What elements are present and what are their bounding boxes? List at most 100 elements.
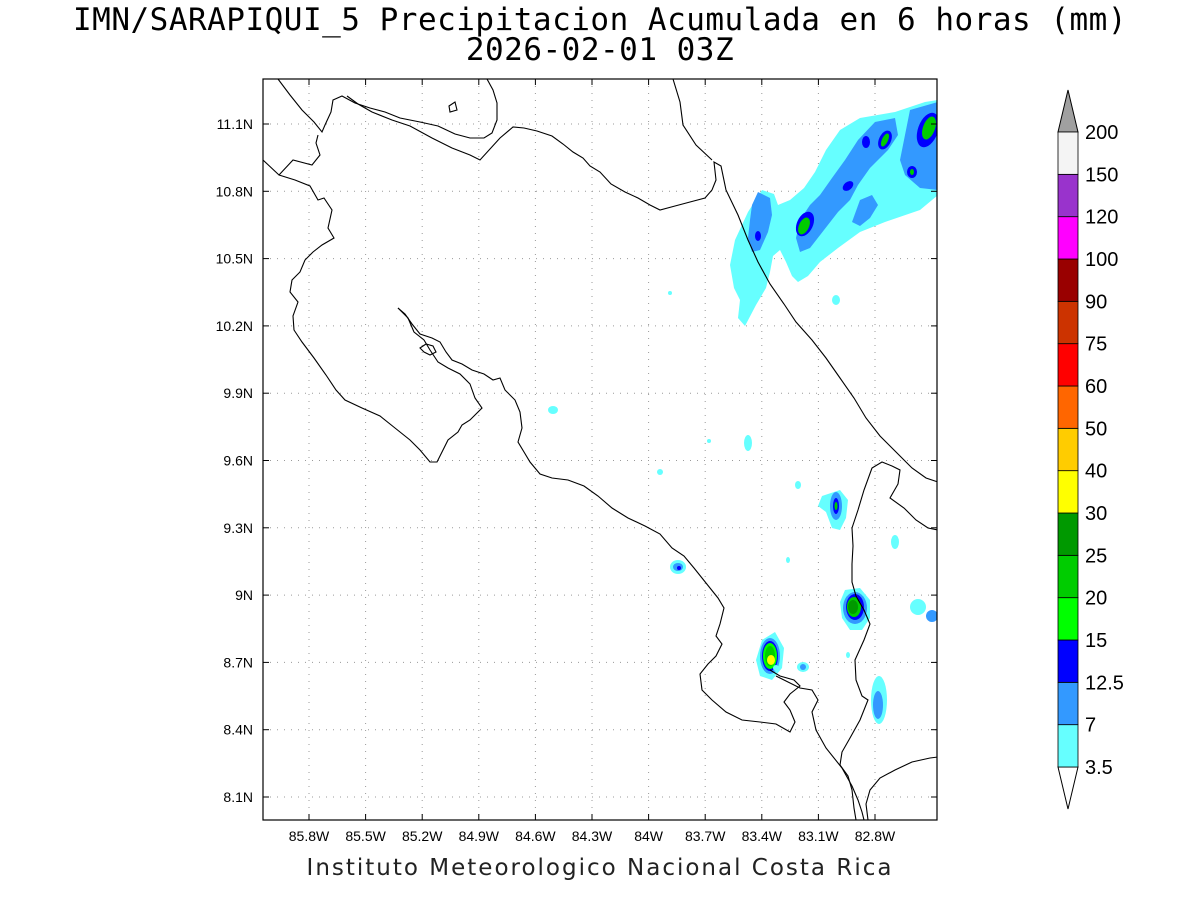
colorbar-level-label: 60 [1085,376,1107,398]
map-title: IMN/SARAPIQUI_5 Precipitacion Acumulada … [73,2,1127,38]
lon-tick-label: 84.6W [515,828,556,844]
precip-cell-20 [834,502,838,510]
precip-cell-3.5 [786,557,790,563]
precip-cell-20 [880,133,890,147]
footer-credit: Instituto Meteorologico Nacional Costa R… [306,855,894,881]
precip-cell-7 [873,691,883,719]
precip-cell-3.5 [548,406,558,414]
lat-tick-label: 9N [235,587,253,603]
colorbar-swatch [1057,173,1079,218]
colorbar-level-label: 50 [1085,418,1107,440]
colorbar-level-label: 25 [1085,545,1107,567]
map-gridlines [263,79,937,820]
coastlines-borders [263,79,937,820]
precip-cell-25 [848,600,858,614]
precip-cell-12.5 [842,181,854,191]
lon-tick-label: 83.4W [742,828,783,844]
precip-cell-7 [748,192,772,252]
lat-tick-label: 10.8N [216,183,253,199]
border-nicaragua [346,95,727,211]
colorbar-level-label: 200 [1085,122,1118,144]
lat-tick-label: 8.1N [223,789,253,805]
lon-tick-label: 83.7W [685,828,726,844]
colorbar-level-label: 30 [1085,503,1107,525]
map-subtitle-date: 2026-02-01 03Z [465,32,735,68]
precip-cell-12.5 [677,566,681,570]
caribbean-coast [725,189,937,483]
pacific-coast-guanacaste [263,134,483,463]
lat-tick-label: 8.7N [223,654,253,670]
colorbar-swatch [1057,343,1079,387]
colorbar-level-label: 90 [1085,291,1107,313]
precip-cell-20 [910,169,914,175]
colorbar-swatch [1057,597,1079,641]
burica-coast [865,756,937,820]
precip-cell-3.5 [846,652,850,658]
chira-island [419,343,437,356]
lat-tick-label: 8.4N [223,722,253,738]
colorbar-swatch [1057,427,1079,472]
lon-tick-label: 85.5W [345,828,386,844]
lat-tick-label: 11.1N [217,116,253,132]
lat-tick-label: 10.2N [216,318,253,334]
ometepe-island [448,101,458,113]
colorbar-swatch [1057,724,1079,768]
golfo-dulce-coast [775,675,865,820]
precip-cell-30 [767,655,775,665]
precip-cell-7 [800,664,806,670]
precip-cell-3.5 [795,481,801,489]
precip-cell-3.5 [707,439,711,443]
precip-cell-3.5 [773,665,779,671]
lon-tick-label: 85.2W [402,828,443,844]
precip-cell-3.5 [910,599,926,615]
precip-cell-3.5 [668,291,672,295]
lat-tick-label: 9.3N [223,520,253,536]
lon-tick-label: 84W [634,828,664,844]
precip-cell-12.5 [755,231,761,241]
border-panama [839,527,871,820]
precipitation-contours [548,100,937,724]
precip-cell-20 [798,217,810,235]
plot-frame [262,78,938,821]
bocas-del-toro-coast [851,461,937,531]
colorbar-swatch [1057,258,1079,302]
precip-cell-7 [926,610,937,622]
lon-tick-label: 83.1W [798,828,839,844]
precip-cell-20 [922,116,936,140]
colorbar-level-label: 20 [1085,588,1107,610]
lon-tick-label: 84.9W [459,828,500,844]
precip-cell-3.5 [744,435,752,451]
colorbar-swatch [1057,385,1079,429]
colorbar-swatch [1057,470,1079,514]
colorbar-swatch [1057,554,1079,599]
colorbar: 3.5 7 12.5 15 20 25 30 40 50 60 75 90 100 120 150 200 [1057,89,1124,810]
precip-cell-12.5 [862,136,870,148]
colorbar-level-label: 100 [1085,249,1118,271]
river-san-juan [672,79,713,161]
lat-tick-label: 10.5N [216,251,253,267]
colorbar-swatch [1057,681,1079,726]
colorbar-top-arrow [1057,89,1079,133]
colorbar-level-label: 150 [1085,164,1118,186]
colorbar-level-label: 12.5 [1085,672,1124,694]
lon-tick-label: 85.8W [289,828,330,844]
colorbar-bottom-arrow [1057,766,1079,810]
colorbar-level-label: 7 [1085,715,1096,737]
colorbar-level-label: 3.5 [1085,757,1113,779]
colorbar-level-label: 40 [1085,461,1107,483]
colorbar-swatch [1057,639,1079,683]
precip-cell-3.5 [832,295,840,305]
colorbar-swatch [1057,512,1079,556]
colorbar-level-label: 120 [1085,207,1118,229]
axis-ticks: 85.8W 85.5W 85.2W 84.9W 84.6W 84.3W 84W 83.7W 83… [216,79,937,844]
lon-tick-label: 84.3W [572,828,613,844]
lake-nicaragua-shore [277,79,498,139]
precip-cell-3.5 [657,469,663,475]
precip-cell-3.5 [891,535,899,549]
colorbar-swatch [1057,216,1079,260]
colorbar-swatch [1057,300,1079,345]
colorbar-swatch [1057,131,1079,175]
precip-cell-7 [852,195,878,226]
lat-tick-label: 9.6N [223,453,253,469]
